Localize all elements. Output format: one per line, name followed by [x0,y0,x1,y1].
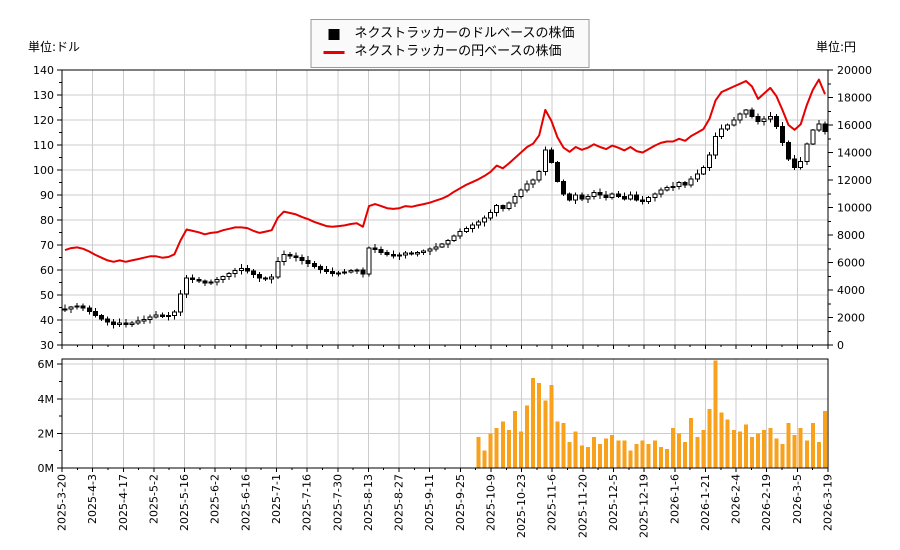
chart-legend: ネクストラッカーのドルベースの株価 ネクストラッカーの円ベースの株価 [310,19,590,68]
svg-text:2025-10-9: 2025-10-9 [484,474,497,531]
svg-text:4000: 4000 [837,284,865,297]
svg-text:10000: 10000 [837,202,872,215]
right-axis-unit-label: 単位:円 [815,40,856,54]
svg-text:2026-3-5: 2026-3-5 [791,474,804,524]
svg-text:2025-4-17: 2025-4-17 [117,474,130,531]
svg-text:12000: 12000 [837,174,872,187]
svg-text:30: 30 [40,339,54,352]
svg-text:70: 70 [40,239,54,252]
svg-text:2025-8-27: 2025-8-27 [393,474,406,531]
svg-text:2M: 2M [38,427,55,440]
svg-text:2026-3-19: 2026-3-19 [822,474,835,531]
jpy-line-marker [323,50,345,54]
svg-text:2025-11-6: 2025-11-6 [546,474,559,531]
svg-text:18000: 18000 [837,92,872,105]
svg-text:2025-7-30: 2025-7-30 [331,474,344,531]
svg-text:2025-11-20: 2025-11-20 [576,474,589,538]
svg-text:2025-5-16: 2025-5-16 [178,474,191,531]
svg-text:110: 110 [33,139,54,152]
svg-text:60: 60 [40,264,54,277]
svg-text:2025-12-19: 2025-12-19 [638,474,651,538]
left-axis-unit-label: 単位:ドル [28,40,81,54]
svg-text:6000: 6000 [837,257,865,270]
svg-text:20000: 20000 [837,64,872,77]
svg-text:2025-7-1: 2025-7-1 [270,474,283,524]
svg-text:16000: 16000 [837,119,872,132]
svg-text:50: 50 [40,289,54,302]
svg-text:90: 90 [40,189,54,202]
svg-text:130: 130 [33,89,54,102]
svg-text:2025-10-23: 2025-10-23 [515,474,528,538]
svg-text:2025-8-13: 2025-8-13 [362,474,375,531]
svg-text:2025-9-11: 2025-9-11 [423,474,436,531]
svg-text:0M: 0M [38,462,55,475]
svg-text:40: 40 [40,314,54,327]
svg-text:100: 100 [33,164,54,177]
svg-text:140: 140 [33,64,54,77]
svg-text:14000: 14000 [837,147,872,160]
svg-text:8000: 8000 [837,229,865,242]
svg-text:6M: 6M [38,358,55,371]
svg-text:2025-6-2: 2025-6-2 [209,474,222,524]
usd-candle-marker [328,28,340,40]
svg-text:120: 120 [33,114,54,127]
svg-text:0: 0 [837,339,844,352]
svg-text:2026-2-4: 2026-2-4 [730,474,743,524]
legend-label-usd: ネクストラッカーのドルベースの株価 [354,26,575,41]
svg-text:4M: 4M [38,393,55,406]
svg-text:2025-7-16: 2025-7-16 [301,474,314,531]
svg-text:2000: 2000 [837,312,865,325]
svg-text:2026-1-21: 2026-1-21 [699,474,712,531]
svg-text:2025-3-20: 2025-3-20 [56,474,69,531]
svg-text:2026-2-19: 2026-2-19 [760,474,773,531]
svg-text:2025-12-5: 2025-12-5 [607,474,620,531]
svg-text:2025-9-25: 2025-9-25 [454,474,467,531]
svg-text:2025-6-16: 2025-6-16 [239,474,252,531]
svg-text:2025-4-3: 2025-4-3 [86,474,99,524]
legend-label-jpy: ネクストラッカーの円ベースの株価 [354,44,562,59]
legend-item-usd: ネクストラッカーのドルベースの株価 [324,25,575,43]
svg-text:2026-1-6: 2026-1-6 [668,474,681,524]
svg-text:2025-5-2: 2025-5-2 [147,474,160,524]
legend-item-jpy: ネクストラッカーの円ベースの株価 [323,43,575,61]
svg-text:80: 80 [40,214,54,227]
